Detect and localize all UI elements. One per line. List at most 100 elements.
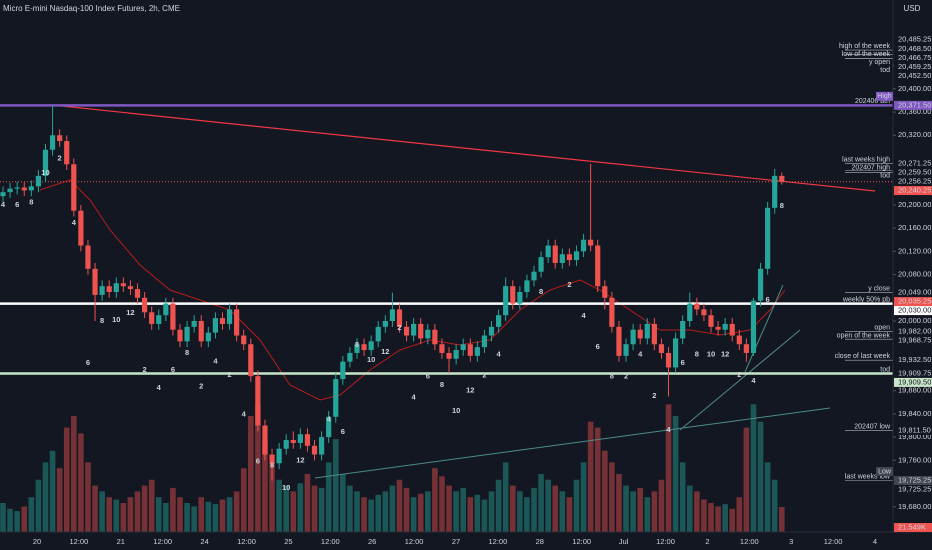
candle-body <box>71 164 77 211</box>
volume-bar <box>545 479 551 532</box>
price-badge <box>894 297 932 307</box>
x-tick-label: 12:00 <box>153 537 172 546</box>
bar-count-label: 4 <box>412 393 417 402</box>
volume-bar <box>141 485 148 532</box>
candle-body <box>425 329 431 339</box>
bar-count-label: 6 <box>256 456 260 465</box>
volume-bar <box>177 497 183 532</box>
x-tick-label: 12:00 <box>572 537 591 546</box>
volume-bar <box>771 479 778 532</box>
candle-body <box>142 297 148 313</box>
bar-count-label: 4 <box>1 200 6 209</box>
candle-body <box>411 323 417 336</box>
volume-bar <box>410 497 417 532</box>
y-tick-label: 20,000.00 <box>898 316 931 325</box>
bar-count-label: 2 <box>482 371 486 380</box>
candle-body <box>673 338 679 368</box>
volume-bar <box>233 491 240 532</box>
volume-bar <box>439 476 445 532</box>
volume-bar <box>198 497 205 532</box>
volume-bar <box>757 421 764 532</box>
candle-body <box>403 326 410 336</box>
volume-bar <box>531 487 537 532</box>
volume-bar <box>248 415 254 532</box>
volume-bar <box>446 485 452 532</box>
candle-body <box>290 440 296 443</box>
price-badge-label: 19,932.50 <box>898 355 931 364</box>
bar-count-label: 6 <box>596 342 600 351</box>
price-badge <box>894 377 932 387</box>
volume-bar <box>453 491 459 532</box>
price-badge-label: 19,909.75 <box>898 368 931 377</box>
bar-count-label: 2 <box>652 391 656 400</box>
candle-body <box>28 186 34 191</box>
candle-body <box>481 335 488 348</box>
y-tick-label: 20,200.00 <box>898 200 931 209</box>
bar-count-label: 2 <box>227 370 231 379</box>
candle-body <box>701 309 707 316</box>
price-badge-label: 20,271.25 <box>898 159 931 168</box>
volume-bar <box>21 506 28 532</box>
candle-body <box>212 318 218 333</box>
level-label: 202407 low <box>854 423 891 430</box>
price-badge <box>894 326 932 336</box>
volume-bar <box>155 497 162 532</box>
volume-bar <box>42 462 49 532</box>
x-tick-label: 12:00 <box>405 537 424 546</box>
volume-bar <box>495 479 502 532</box>
volume-bar <box>163 502 169 532</box>
bar-count-label: 10 <box>282 483 290 492</box>
volume-bar <box>311 485 318 532</box>
price-badge-label: 20,371.50 <box>898 100 931 109</box>
bar-count-label: 10 <box>41 168 49 177</box>
axis-labels: 20,440.0020,400.0020,360.0020,320.0020,2… <box>33 34 932 546</box>
candle-body <box>566 254 572 261</box>
candle-body <box>120 283 126 287</box>
level-label: tod <box>880 366 890 373</box>
bar-count-label: 10 <box>707 350 715 359</box>
candle-body <box>630 329 636 345</box>
x-tick-label: 12:00 <box>489 537 508 546</box>
candle-body <box>35 175 41 187</box>
price-badge <box>894 44 932 54</box>
level-label: y close <box>868 285 890 292</box>
level-label: 202406 ath <box>855 98 890 105</box>
candle-body <box>524 280 530 292</box>
candle-body <box>708 315 714 327</box>
bar-count-label: 12 <box>466 386 474 395</box>
candle-body <box>234 309 240 336</box>
volume-bar <box>127 497 134 532</box>
volume-bar <box>694 491 700 532</box>
candle-body <box>765 207 771 269</box>
candle-body <box>517 291 523 304</box>
candle-body <box>319 437 325 455</box>
volume-bar <box>269 462 275 532</box>
price-badge-label: 20,256.25 <box>898 177 931 186</box>
volume-bar <box>297 483 304 532</box>
bar-count-label: 6 <box>171 365 175 374</box>
volume-bar <box>594 427 601 532</box>
candle-body <box>0 192 6 197</box>
bar-count-label: 4 <box>497 350 502 359</box>
volume-bar <box>170 487 176 532</box>
level-label: tod <box>880 172 890 179</box>
volume-bar <box>573 479 580 532</box>
volume-bar <box>205 501 212 532</box>
volume-bar <box>736 497 743 532</box>
bar-count-label: 12 <box>721 350 729 359</box>
volume-bar <box>481 499 488 532</box>
candle-body <box>552 245 558 263</box>
volume-pane <box>0 404 785 532</box>
volume-bar <box>686 485 693 532</box>
volume-bar <box>743 427 750 532</box>
price-axis <box>893 0 932 550</box>
volume-bar <box>708 502 714 532</box>
candle-body <box>92 268 98 295</box>
candle-body <box>531 271 537 281</box>
y-tick-label: 20,320.00 <box>898 130 931 139</box>
bar-count-label: 8 <box>780 201 784 210</box>
candle-body <box>595 245 601 287</box>
volume-bar <box>644 497 651 532</box>
volume-bar <box>609 462 615 532</box>
